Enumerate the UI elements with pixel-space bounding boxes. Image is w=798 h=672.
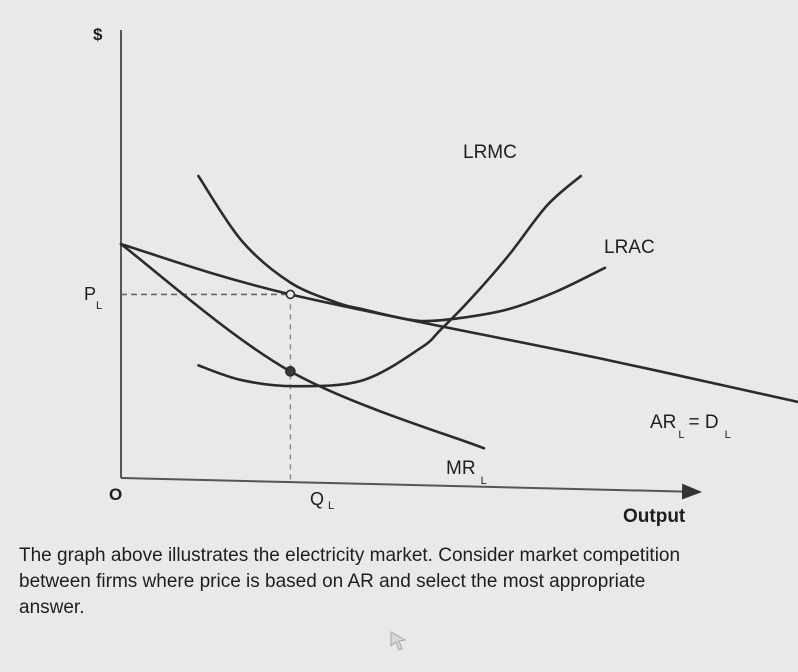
curve-ar	[119, 242, 798, 404]
curve-lrmc	[197, 174, 583, 388]
x-axis-label: Output	[623, 506, 686, 527]
x-axis	[120, 477, 702, 500]
mouse-cursor-icon	[390, 631, 407, 651]
equilibrium-point	[285, 289, 296, 300]
question-line-3: answer.	[19, 597, 85, 618]
question-line-2: between firms where price is based on AR…	[19, 571, 646, 592]
demand-label: ARL= DL	[650, 412, 731, 441]
question-line-1: The graph above illustrates the electric…	[19, 545, 681, 566]
curve-lrac	[197, 174, 607, 323]
curve-mr	[119, 242, 486, 450]
y-axis-label: $	[93, 25, 103, 44]
series-label-lrac: LRAC	[604, 237, 655, 258]
price-label-pl: PL	[84, 284, 102, 312]
origin-label: O	[109, 485, 122, 504]
question-text: The graph above illustrates the electric…	[19, 543, 789, 621]
series-label-lrmc: LRMC	[463, 142, 517, 163]
series-label-mr: MRL	[446, 458, 487, 487]
mr-lrmc-intersection-point	[285, 366, 296, 377]
